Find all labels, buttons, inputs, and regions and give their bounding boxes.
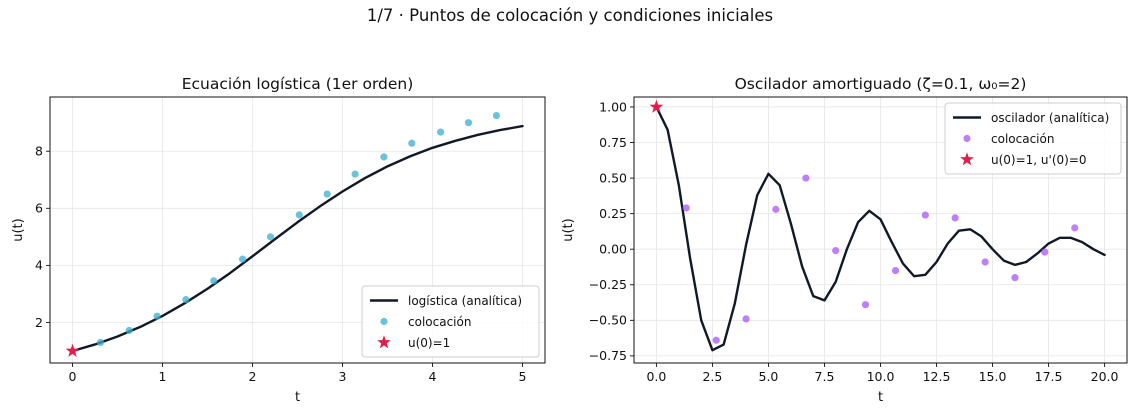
legend-dot-swatch xyxy=(963,134,971,143)
legend-label: logística (analítica) xyxy=(408,294,522,308)
collocation-point xyxy=(1011,274,1019,282)
y-tick-label: −0.25 xyxy=(589,277,627,292)
collocation-point xyxy=(921,211,929,219)
x-tick-label: 3 xyxy=(339,369,347,384)
collocation-point xyxy=(323,190,331,198)
collocation-point xyxy=(1041,248,1049,256)
y-tick-label: 0.00 xyxy=(599,242,627,257)
initial-condition-star xyxy=(65,343,80,357)
collocation-point xyxy=(951,214,959,222)
x-tick-label: 2.5 xyxy=(702,369,722,384)
collocation-point xyxy=(682,204,690,212)
collocation-point xyxy=(266,233,275,241)
legend-label: u(0)=1, u'(0)=0 xyxy=(991,153,1087,167)
x-tick-label: 2 xyxy=(249,369,257,384)
y-tick-label: 6 xyxy=(35,201,43,216)
y-axis-label: u(t) xyxy=(11,218,26,241)
collocation-point xyxy=(772,205,780,213)
x-axis-label: t xyxy=(878,390,883,405)
series-line xyxy=(655,105,1106,352)
y-tick-label: 8 xyxy=(35,144,43,159)
collocation-point xyxy=(210,277,218,285)
x-axis-label: t xyxy=(295,390,300,405)
legend-label: colocación xyxy=(991,132,1054,146)
collocation-point xyxy=(182,296,190,304)
collocation-point xyxy=(742,315,750,323)
x-tick-label: 15.0 xyxy=(979,369,1007,384)
x-tick-label: 5 xyxy=(519,369,527,384)
legend-frame xyxy=(944,102,1122,175)
y-tick-label: 4 xyxy=(35,258,43,273)
x-tick-label: 5.0 xyxy=(759,369,779,384)
y-tick-label: 0.75 xyxy=(599,135,627,150)
collocation-point xyxy=(96,338,104,347)
collocation-point xyxy=(153,312,161,320)
legend-label: colocación xyxy=(408,315,471,329)
legend-star-swatch xyxy=(960,152,974,166)
x-tick-label: 0 xyxy=(69,369,77,384)
collocation-point xyxy=(981,258,989,266)
y-tick-label: 0.50 xyxy=(599,170,627,185)
initial-condition-star xyxy=(649,99,664,113)
x-tick-label: 4 xyxy=(429,369,437,384)
x-tick-label: 7.5 xyxy=(815,369,835,384)
y-tick-label: −0.75 xyxy=(589,348,627,363)
y-tick-label: 1.00 xyxy=(599,99,627,114)
figure-suptitle: 1/7 · Puntos de colocación y condiciones… xyxy=(366,6,774,25)
chart-title: Ecuación logística (1er orden) xyxy=(182,75,414,93)
series-line xyxy=(71,124,524,353)
legend: oscilador (analítica) colocación u(0)=1, u… xyxy=(944,102,1122,175)
y-tick-label: −0.50 xyxy=(589,313,627,328)
collocation-point xyxy=(861,301,870,309)
y-axis-label: u(t) xyxy=(561,218,576,241)
legend-dot-swatch xyxy=(380,317,388,326)
x-tick-label: 17.5 xyxy=(1035,369,1063,384)
chart-title: Oscilador amortiguado (ζ=0.1, ω₀=2) xyxy=(735,75,1027,93)
oscillator-chart: 0.0 2.5 5.0 7.5 10.0 12.5 15.0 17.5 20.0 −0.75 −0.… xyxy=(561,75,1128,405)
collocation-point xyxy=(295,211,303,219)
collocation-point xyxy=(408,139,416,147)
collocation-point xyxy=(125,326,133,335)
x-tick-label: 10.0 xyxy=(867,369,895,384)
collocation-point xyxy=(492,111,500,120)
logistic-chart: 0 1 2 3 4 5 2 4 6 8 Ecuación logística (1er orden)… xyxy=(11,75,546,405)
collocation-point xyxy=(239,255,247,263)
collocation-point xyxy=(437,128,445,136)
y-tick-label: 2 xyxy=(35,315,43,330)
collocation-point xyxy=(464,119,473,127)
collocation-point xyxy=(351,170,359,178)
x-tick-label: 1 xyxy=(159,369,167,384)
y-tick-label: 0.25 xyxy=(599,206,627,221)
x-tick-label: 0.0 xyxy=(646,369,666,384)
legend-frame xyxy=(361,285,540,358)
legend-star-swatch xyxy=(377,335,391,349)
legend: logística (analítica) colocación u(0)=1 xyxy=(361,285,540,358)
collocation-point xyxy=(712,336,720,344)
axes-frame xyxy=(49,96,546,364)
legend-label: u(0)=1 xyxy=(408,336,450,350)
collocation-point xyxy=(832,247,840,255)
collocation-point xyxy=(380,153,388,161)
collocation-point xyxy=(891,266,900,275)
collocation-point xyxy=(1071,224,1079,232)
collocation-point xyxy=(802,174,810,182)
x-tick-label: 20.0 xyxy=(1091,369,1119,384)
legend-label: oscilador (analítica) xyxy=(991,111,1109,125)
x-tick-label: 12.5 xyxy=(923,369,951,384)
